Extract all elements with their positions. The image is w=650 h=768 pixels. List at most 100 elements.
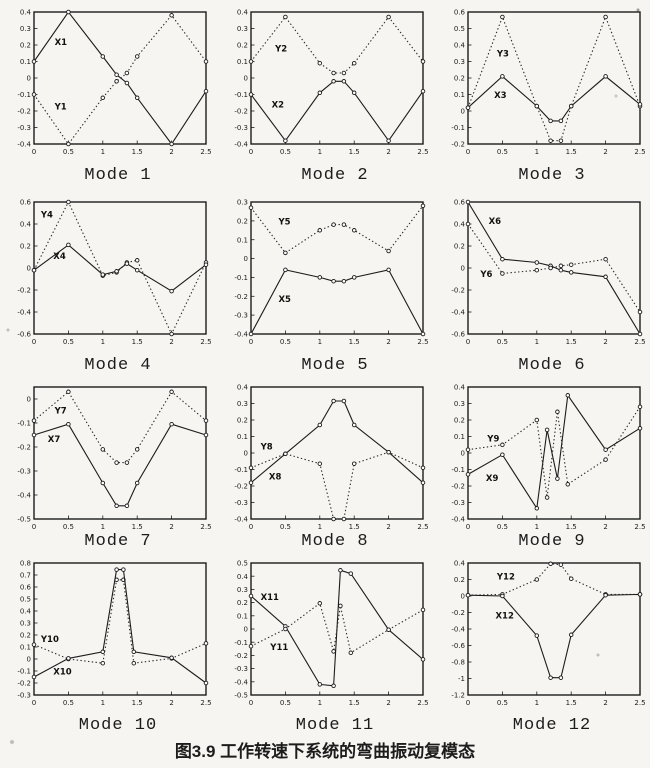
mode-5-label: Mode 5 [301,356,369,375]
svg-text:1: 1 [535,148,539,156]
svg-text:-0.3: -0.3 [17,468,31,476]
svg-text:-1.2: -1.2 [451,692,465,700]
mode-9-plot: 0.40.30.20.10-0.1-0.2-0.3-0.40 0.5 1 1.5 2 2.… [451,384,645,530]
svg-text:0.4: 0.4 [20,9,32,17]
svg-text:-0.1: -0.1 [234,639,248,647]
svg-text:0.5: 0.5 [280,148,291,156]
svg-text:-0.3: -0.3 [234,124,248,132]
svg-text:0: 0 [461,265,465,273]
svg-text:0.5: 0.5 [20,596,31,604]
svg-text:0.2: 0.2 [237,599,248,607]
svg-text:X8: X8 [269,472,282,482]
svg-text:0.2: 0.2 [454,75,465,83]
mode-9-label: Mode 9 [518,532,586,551]
mode-3-label: Mode 3 [518,166,586,185]
svg-text:1.5: 1.5 [349,699,360,707]
svg-text:2: 2 [603,338,607,346]
svg-text:-0.4: -0.4 [17,309,31,317]
svg-text:0.6: 0.6 [454,199,466,207]
svg-text:-0.2: -0.2 [234,483,248,491]
mode-panel-7: 0 -0.1 -0.2 -0.3 -0.4 -0.5 0 0.5 1 1.5 2 2.5 Y7 X7 Mo… [0,375,217,551]
svg-text:X3: X3 [494,91,507,101]
mode-2-label: Mode 2 [301,166,369,185]
svg-text:X12: X12 [496,611,514,621]
svg-text:0.8: 0.8 [20,560,31,568]
mode-2-plot: 0.40.30.20.10-0.1-0.2-0.3-0.40 0.5 1 1.5 2 2.… [234,9,428,156]
svg-text:-0.2: -0.2 [17,680,31,688]
svg-text:0.6: 0.6 [20,584,32,592]
svg-text:0.4: 0.4 [237,384,249,392]
svg-text:-0.1: -0.1 [451,124,465,132]
svg-text:Y3: Y3 [496,50,509,60]
svg-text:2.5: 2.5 [634,338,645,346]
svg-text:2: 2 [603,523,607,530]
svg-text:0: 0 [249,148,253,156]
svg-text:0: 0 [27,265,31,273]
svg-text:0.5: 0.5 [63,148,74,156]
svg-text:2.5: 2.5 [200,699,211,707]
svg-text:-0.1: -0.1 [17,91,31,99]
svg-text:-0.2: -0.2 [17,287,31,295]
svg-text:2.5: 2.5 [200,523,211,530]
mode-panel-8: 0.4 0.3 0.2 0.1 0 -0.1 -0.2 -0.3 -0.4 0 0.5 1 1.5 2 2.… [217,375,434,551]
svg-text:2: 2 [386,338,390,346]
svg-text:Y5: Y5 [278,218,291,228]
svg-text:0.5: 0.5 [63,338,74,346]
svg-text:0.2: 0.2 [454,576,465,584]
svg-text:-0.5: -0.5 [17,516,31,524]
svg-text:Y9: Y9 [486,435,499,445]
svg-text:Y8: Y8 [260,443,273,453]
svg-text:0.2: 0.2 [454,243,465,251]
svg-text:0.3: 0.3 [237,400,248,408]
mode-panel-10: 0.8 0.7 0.6 0.5 0.4 0.3 0.2 0.1 0 -0.1 -0.2 -0.3 0 0.… [0,551,217,735]
svg-text:-0.3: -0.3 [17,692,31,700]
svg-text:1: 1 [535,523,539,530]
mode-panel-12: 0.4 0.2 0 -0.2 -0.4 -0.6 -0.8 -1 -1.2 0 0.5 1 1.5 2 2.… [434,551,650,735]
svg-text:0.3: 0.3 [237,25,248,33]
mode-panel-9: 0.4 0.3 0.2 0.1 0 -0.1 -0.2 -0.3 -0.4 0 0.5 1 1.5 2 2.… [434,375,650,551]
svg-text:-0.2: -0.2 [17,108,31,116]
svg-text:0: 0 [249,699,253,707]
svg-text:2.5: 2.5 [417,338,428,346]
svg-text:X9: X9 [486,474,499,484]
svg-text:X5: X5 [279,295,292,305]
svg-text:Y4: Y4 [40,210,53,220]
svg-text:0.4: 0.4 [20,608,32,616]
svg-text:1.5: 1.5 [132,523,143,530]
svg-text:0.1: 0.1 [20,644,31,652]
mode-8-label: Mode 8 [301,532,369,551]
svg-text:2.5: 2.5 [634,523,645,530]
svg-text:1.5: 1.5 [132,338,143,346]
mode-1-label: Mode 1 [84,166,152,185]
svg-text:2: 2 [169,699,173,707]
svg-text:0: 0 [466,338,470,346]
svg-text:0.1: 0.1 [237,236,248,244]
svg-text:1.5: 1.5 [566,523,577,530]
svg-text:Y11: Y11 [269,643,288,653]
svg-text:-0.4: -0.4 [234,678,248,686]
mode-panel-6: 0.6 0.4 0.2 0 -0.2 -0.4 -0.6 0 0.5 1 1.5 2 2.5 X6 Y6 M… [434,190,650,375]
svg-text:Y6: Y6 [479,270,492,280]
svg-text:0: 0 [466,148,470,156]
svg-text:2.5: 2.5 [634,148,645,156]
svg-text:2: 2 [386,148,390,156]
svg-text:0: 0 [249,338,253,346]
svg-text:0: 0 [32,699,36,707]
svg-text:-0.4: -0.4 [17,492,31,500]
svg-text:X1: X1 [55,38,68,48]
svg-text:Y7: Y7 [54,406,67,416]
svg-text:Y1: Y1 [54,102,67,112]
svg-text:X6: X6 [489,217,502,227]
svg-text:0: 0 [32,148,36,156]
svg-text:0: 0 [249,523,253,530]
svg-text:1: 1 [535,338,539,346]
mode-12-label: Mode 12 [512,716,592,735]
svg-text:0: 0 [461,450,465,458]
svg-text:-0.2: -0.2 [234,108,248,116]
svg-text:0.2: 0.2 [454,417,465,425]
mode-panel-5: 0.3 0.2 0.1 0 -0.1 -0.2 -0.3 -0.4 0 0.5 1 1.5 2 2.5 Y5… [217,190,434,375]
svg-text:-0.1: -0.1 [17,420,31,428]
svg-text:0.2: 0.2 [20,42,31,50]
